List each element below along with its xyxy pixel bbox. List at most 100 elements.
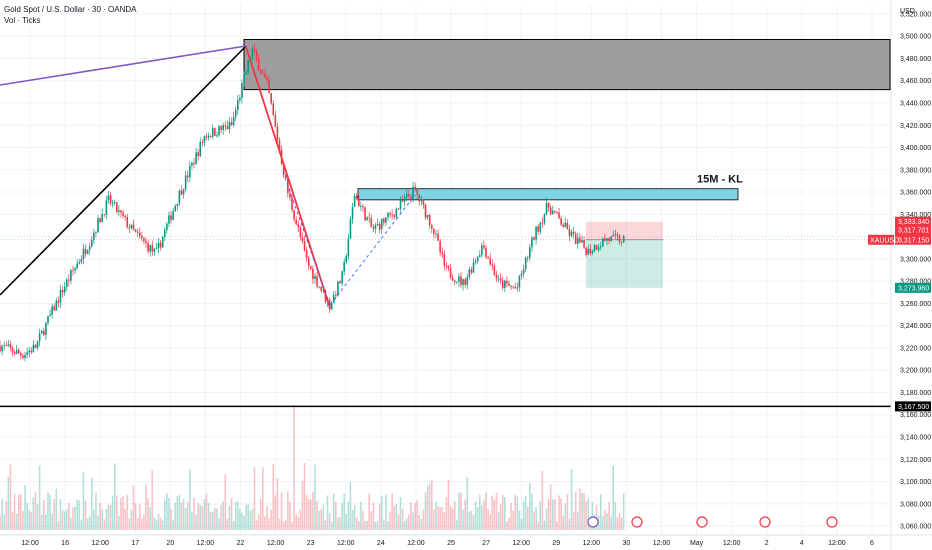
volume-bar bbox=[82, 471, 85, 530]
volume-bar bbox=[61, 510, 64, 530]
volume-bar bbox=[101, 509, 104, 530]
candle-body bbox=[299, 227, 302, 238]
volume-bar bbox=[474, 501, 477, 530]
volume-bar bbox=[255, 520, 258, 530]
candle-body bbox=[414, 186, 416, 189]
volume-bar bbox=[226, 518, 229, 530]
candle-body bbox=[161, 237, 164, 248]
volume-indicator-label[interactable]: Vol · Ticks bbox=[4, 16, 41, 25]
volume-bar bbox=[453, 501, 456, 530]
candle-body bbox=[241, 83, 243, 99]
candle-body bbox=[307, 258, 310, 267]
zones[interactable]: 15M - KL bbox=[0, 39, 891, 408]
x-tick-label: 6 bbox=[870, 540, 874, 547]
candle-body bbox=[556, 211, 558, 213]
candle-body bbox=[572, 232, 575, 234]
candle-body bbox=[274, 115, 277, 127]
volume-bar bbox=[203, 498, 206, 530]
volume-bar bbox=[193, 497, 195, 530]
volume-bar bbox=[591, 501, 594, 530]
symbol-title[interactable]: Gold Spot / U.S. Dollar · 30 · OANDA bbox=[4, 5, 137, 14]
volume-bar bbox=[481, 505, 483, 530]
volume-bar bbox=[305, 495, 308, 530]
candle-body bbox=[554, 210, 556, 212]
candle-body bbox=[7, 344, 10, 346]
volume-bar bbox=[138, 504, 141, 530]
candle-body bbox=[166, 223, 168, 230]
stop-price-text: 3,333.340 bbox=[898, 219, 929, 226]
volume-bar bbox=[531, 493, 533, 530]
volume-bar bbox=[301, 481, 304, 530]
volume-bar bbox=[122, 495, 124, 530]
candle-body bbox=[118, 210, 120, 212]
candle-body bbox=[520, 273, 523, 276]
candle-body bbox=[224, 125, 227, 127]
volume-bar bbox=[55, 488, 58, 530]
volume-bar bbox=[456, 520, 458, 530]
volume-bar bbox=[257, 514, 260, 530]
volume-bar bbox=[247, 503, 250, 530]
candle-body bbox=[458, 276, 460, 282]
volume-bar bbox=[276, 478, 279, 530]
candle-body bbox=[560, 218, 562, 225]
candle-body bbox=[126, 216, 129, 228]
y-tick-label: 3,500.000 bbox=[900, 34, 931, 41]
volume-bar bbox=[34, 492, 37, 530]
candle-body bbox=[383, 218, 385, 223]
volume-bar bbox=[543, 520, 546, 530]
volume-bar bbox=[372, 502, 375, 530]
volume-bar bbox=[501, 494, 504, 530]
candle-body bbox=[59, 290, 62, 303]
candle-body bbox=[462, 279, 464, 286]
volume-bar bbox=[128, 518, 131, 530]
candle-body bbox=[199, 141, 202, 157]
candle-body bbox=[551, 210, 554, 215]
volume-bar bbox=[368, 493, 371, 530]
candle-body bbox=[568, 229, 571, 236]
candle-body bbox=[130, 224, 133, 229]
volume-bar bbox=[539, 500, 542, 530]
candle-body bbox=[478, 255, 481, 257]
y-tick-label: 3,360.000 bbox=[900, 190, 931, 197]
candle-body bbox=[610, 236, 612, 241]
candle-body bbox=[157, 242, 160, 249]
candle-body bbox=[93, 232, 95, 240]
x-tick-label: 12:00 bbox=[828, 540, 846, 547]
last-price-text: 3,317.150 bbox=[898, 237, 929, 244]
candle-body bbox=[618, 235, 621, 242]
candle-body bbox=[15, 349, 18, 354]
candle-body bbox=[170, 215, 172, 220]
volume-bar bbox=[268, 518, 270, 530]
last-price-tag bbox=[895, 234, 931, 245]
volume-bar bbox=[186, 501, 189, 530]
event-icon bbox=[631, 516, 643, 528]
volume-bar bbox=[130, 510, 133, 530]
candle-body bbox=[485, 247, 487, 257]
volume-bar bbox=[59, 499, 62, 530]
volume-bar bbox=[163, 500, 166, 530]
candle-body bbox=[211, 128, 214, 137]
volume-bar bbox=[320, 509, 323, 530]
candle-body bbox=[70, 270, 72, 281]
volume-bar bbox=[1, 499, 3, 530]
volume-bar bbox=[118, 515, 120, 530]
candle-body bbox=[602, 238, 604, 247]
volume-bar bbox=[489, 514, 491, 530]
y-tick-label: 3,260.000 bbox=[900, 301, 931, 308]
volume-bar bbox=[380, 495, 383, 530]
candle-body bbox=[424, 204, 427, 218]
trend-drawings[interactable] bbox=[0, 45, 838, 528]
volume-bar bbox=[209, 511, 212, 530]
candle-body bbox=[209, 135, 212, 137]
chart-legend[interactable]: Gold Spot / U.S. Dollar · 30 · OANDA Vol… bbox=[4, 4, 137, 26]
candle-body bbox=[28, 350, 31, 353]
volume-bar bbox=[143, 514, 145, 530]
volume-bar bbox=[134, 503, 137, 530]
volume-bar bbox=[341, 503, 343, 530]
volume-bar bbox=[401, 508, 404, 530]
candle-body bbox=[284, 175, 287, 179]
candle-body bbox=[262, 73, 264, 75]
volume-bar bbox=[558, 495, 560, 530]
